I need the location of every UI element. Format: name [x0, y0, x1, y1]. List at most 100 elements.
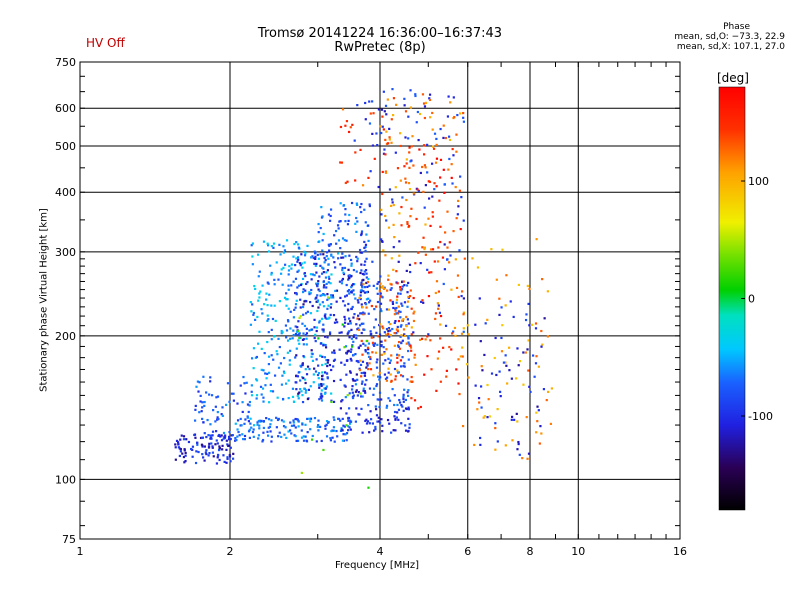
- data-point: [358, 318, 361, 321]
- data-point: [385, 348, 388, 351]
- data-point: [453, 326, 457, 330]
- data-point: [380, 208, 383, 211]
- data-point: [347, 322, 350, 325]
- data-point: [296, 334, 300, 337]
- data-point: [347, 425, 350, 428]
- x-axis-label: Frequency [MHz]: [335, 560, 420, 571]
- data-point: [376, 300, 380, 304]
- data-point: [225, 461, 228, 464]
- data-point: [247, 430, 251, 433]
- data-point: [372, 336, 375, 339]
- data-point: [407, 337, 410, 340]
- data-point: [389, 431, 393, 434]
- data-point: [402, 393, 405, 396]
- data-point: [349, 420, 353, 423]
- data-point: [387, 274, 390, 277]
- data-point: [205, 452, 208, 456]
- data-point: [511, 439, 514, 442]
- data-point: [457, 382, 460, 385]
- data-point: [455, 368, 458, 371]
- data-point: [324, 316, 327, 319]
- data-point: [304, 289, 307, 292]
- data-point: [300, 436, 304, 439]
- data-point: [302, 439, 306, 442]
- data-point: [203, 404, 206, 408]
- data-point: [214, 420, 217, 423]
- data-point: [275, 416, 278, 419]
- data-point: [405, 284, 409, 287]
- data-point: [437, 290, 440, 293]
- data-point: [269, 390, 272, 393]
- data-point: [277, 366, 281, 369]
- data-point: [325, 423, 328, 426]
- data-point: [360, 230, 364, 233]
- data-point: [402, 364, 405, 368]
- data-point: [409, 106, 413, 109]
- data-point: [461, 346, 464, 349]
- data-point: [384, 339, 387, 342]
- data-point: [427, 333, 430, 336]
- data-point: [348, 330, 351, 333]
- data-point: [315, 296, 318, 299]
- data-point: [297, 258, 300, 261]
- data-point: [311, 359, 315, 362]
- data-point: [412, 312, 415, 315]
- data-point: [361, 184, 365, 187]
- data-point: [342, 204, 346, 207]
- data-point: [350, 359, 353, 362]
- data-point: [498, 297, 501, 300]
- data-point: [369, 357, 372, 361]
- data-point: [381, 115, 384, 118]
- data-point: [433, 182, 436, 185]
- data-point: [316, 373, 320, 377]
- data-point: [194, 436, 197, 439]
- data-point: [316, 282, 320, 285]
- data-point: [266, 340, 269, 344]
- data-point: [295, 388, 298, 391]
- data-point: [261, 440, 264, 443]
- data-point: [501, 248, 504, 251]
- data-point: [251, 263, 254, 266]
- data-point: [382, 287, 386, 290]
- data-point: [316, 253, 319, 256]
- data-point: [448, 138, 452, 142]
- data-point: [302, 313, 305, 316]
- data-point: [267, 250, 271, 253]
- data-point: [302, 332, 305, 335]
- data-point: [397, 345, 400, 348]
- x-tick-label: 4: [377, 545, 384, 558]
- data-point: [287, 288, 290, 291]
- data-point: [351, 344, 354, 347]
- data-point: [286, 339, 290, 342]
- data-point: [364, 383, 367, 386]
- data-point: [354, 297, 357, 300]
- data-point: [408, 423, 411, 426]
- data-point: [294, 356, 297, 359]
- data-point: [361, 360, 365, 363]
- data-point: [368, 203, 371, 206]
- data-point: [222, 437, 225, 440]
- data-point: [315, 329, 318, 333]
- data-point: [360, 331, 363, 335]
- data-point: [301, 363, 304, 366]
- data-point: [413, 310, 416, 313]
- data-point: [401, 339, 404, 342]
- data-point: [345, 283, 348, 287]
- data-point: [378, 333, 382, 336]
- data-point: [460, 196, 463, 199]
- data-point: [317, 231, 320, 234]
- data-point: [251, 242, 254, 245]
- data-point: [407, 417, 410, 420]
- data-point: [200, 410, 203, 413]
- data-point: [292, 329, 295, 332]
- data-point: [350, 388, 354, 391]
- data-point: [436, 302, 439, 305]
- data-point: [208, 442, 211, 445]
- data-point: [333, 351, 336, 355]
- data-point: [355, 230, 358, 233]
- data-point: [387, 330, 390, 333]
- data-point: [412, 192, 415, 195]
- data-point: [349, 126, 352, 129]
- data-point: [422, 190, 425, 194]
- data-point: [317, 419, 320, 422]
